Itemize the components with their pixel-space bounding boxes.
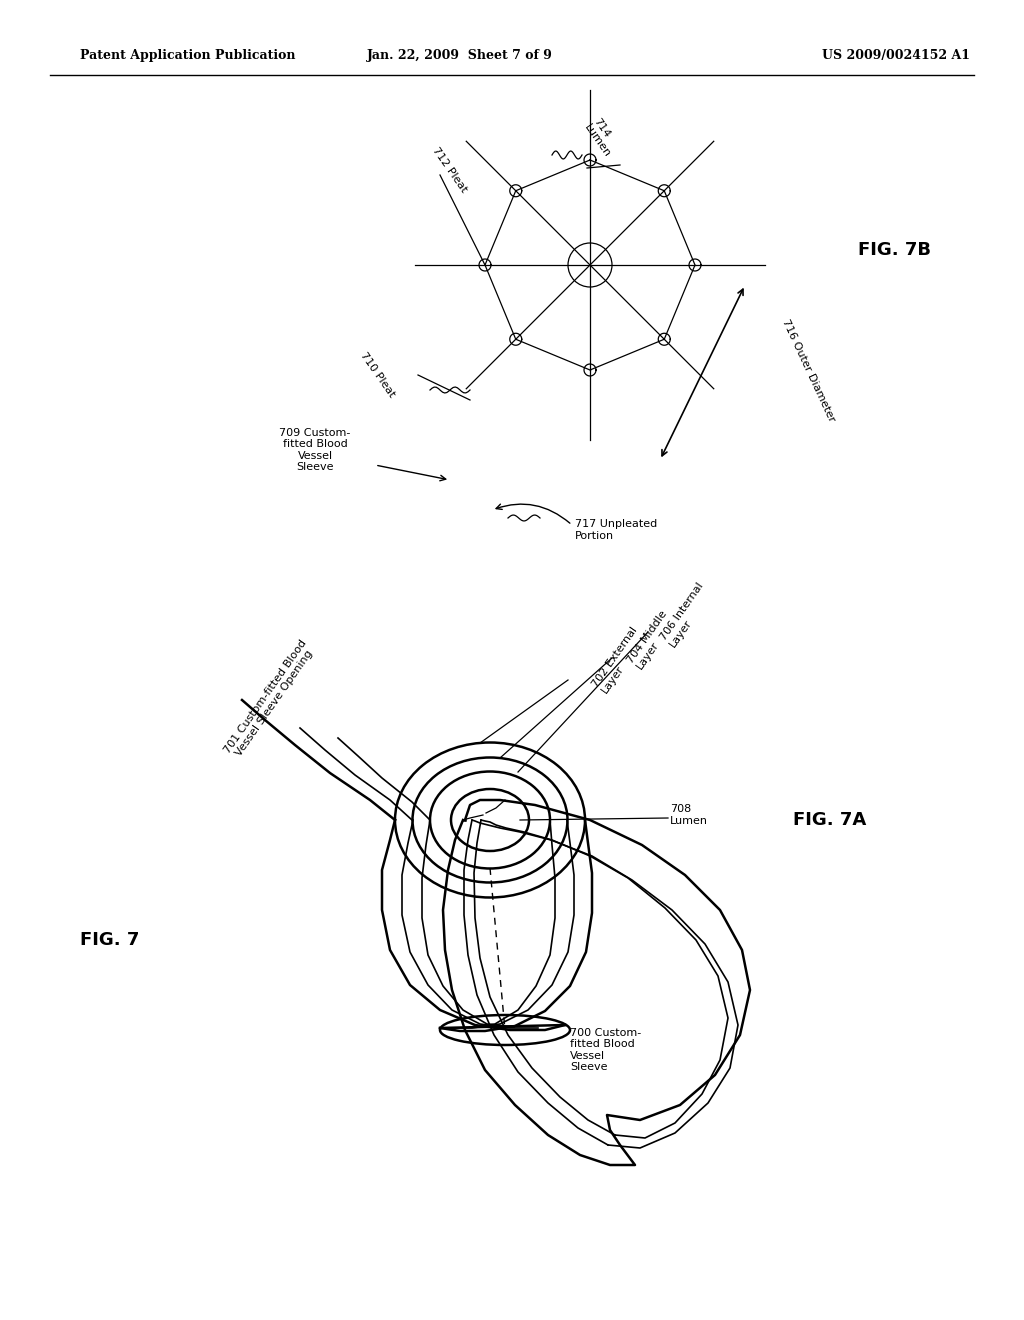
Text: US 2009/0024152 A1: US 2009/0024152 A1 xyxy=(822,49,970,62)
Text: 717 Unpleated
Portion: 717 Unpleated Portion xyxy=(575,519,657,541)
Text: Jan. 22, 2009  Sheet 7 of 9: Jan. 22, 2009 Sheet 7 of 9 xyxy=(367,49,553,62)
Text: 704 Middle
Layer: 704 Middle Layer xyxy=(625,609,678,672)
Text: FIG. 7B: FIG. 7B xyxy=(858,242,932,259)
Text: Patent Application Publication: Patent Application Publication xyxy=(80,49,296,62)
Text: 701 Custom-fitted Blood
Vessel Sleeve Opening: 701 Custom-fitted Blood Vessel Sleeve Op… xyxy=(222,638,317,762)
Text: 702 External
Layer: 702 External Layer xyxy=(590,624,648,696)
Text: 708
Lumen: 708 Lumen xyxy=(670,804,708,826)
Text: 716 Outer Diameter: 716 Outer Diameter xyxy=(780,317,837,422)
Text: 706 Internal
Layer: 706 Internal Layer xyxy=(658,581,715,649)
Text: 709 Custom-
fitted Blood
Vessel
Sleeve: 709 Custom- fitted Blood Vessel Sleeve xyxy=(280,428,350,473)
Text: 712 Pleat: 712 Pleat xyxy=(430,145,468,194)
Text: 700 Custom-
fitted Blood
Vessel
Sleeve: 700 Custom- fitted Blood Vessel Sleeve xyxy=(570,1027,641,1072)
Text: FIG. 7: FIG. 7 xyxy=(80,931,139,949)
Text: FIG. 7A: FIG. 7A xyxy=(794,810,866,829)
Text: 714
Lumen: 714 Lumen xyxy=(582,116,622,160)
Text: 710 Pleat: 710 Pleat xyxy=(358,351,396,400)
